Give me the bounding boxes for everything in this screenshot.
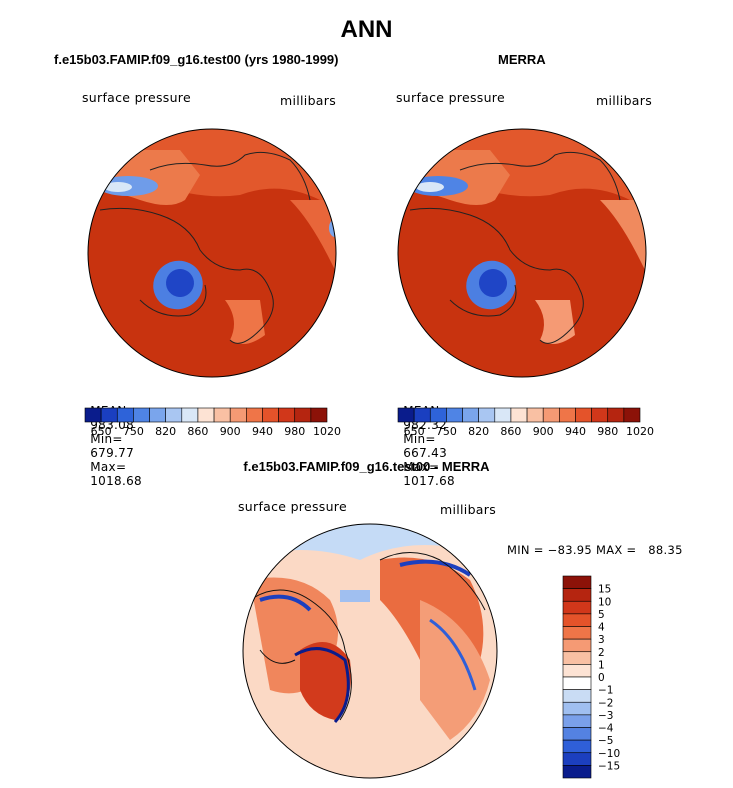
diff-colorbar-tick-label: −5 [598,735,613,747]
panel-2-colorbar-tick-label: 650 [404,425,425,438]
main-title: ANN [340,16,393,43]
panel-2-greenland-inner [479,269,507,297]
diff-colorbar-swatch [562,588,592,602]
panel-2-blue-b [416,182,444,192]
panel-1-colorbar-tick-label: 750 [123,425,144,438]
panel-2-colorbar-tick-label: 750 [436,425,457,438]
diff-colorbar-tick-label: 3 [598,634,605,646]
diff-colorbar-tick-label: −2 [598,697,613,709]
diff-colorbar-swatch [562,600,592,615]
panel-2-min-label: Min= [403,432,436,446]
panel-1-max-value: 1018.68 [90,474,142,488]
diff-colorbar-tick-label: 10 [598,596,611,608]
panel-1-min-label: Min= [90,432,123,446]
diff-colorbar-swatch [562,613,592,627]
diff-map-border [242,523,498,779]
panel-2-colorbar-tick-label: 860 [500,425,521,438]
diff-variable: surface pressure [238,499,347,514]
diff-blue-streak-3 [294,647,350,724]
panel-1-min-value: 679.77 [90,446,135,460]
diff-colorbar-swatch [562,664,592,678]
panel-1-colorbar-tick-label: 1020 [313,425,341,438]
panel-2-max-label: Max= [403,460,440,474]
panel-2-variable: surface pressure [396,90,505,105]
panel-2-min-value: 667.43 [403,446,448,460]
diff-colorbar-swatch [562,714,592,728]
diff-blue-patch [340,590,370,602]
panel-2-colorbar: 650 750 820 860 900 940 980 1020 [397,407,654,438]
panel-2-colorbar-tick-label: 980 [597,425,618,438]
diff-blue-streak-4 [429,618,477,691]
diff-colorbar-tick-label: −4 [598,723,614,735]
diff-colorbar-swatch [562,626,592,640]
panel-1-title: f.e15b03.FAMIP.f09_g16.test00 (yrs 1980-… [54,52,339,67]
panel-1-colorbar-tick-label: 650 [91,425,112,438]
diff-colorbar-tick-label: −1 [598,685,613,697]
diff-units: millibars [440,502,497,517]
panel-2-land-bottom [535,300,575,344]
panel-2-max-value: 1017.68 [403,474,455,488]
diff-colorbar-swatch [562,765,592,779]
diff-blue-streak-1 [259,594,312,612]
diff-blue-streak-2 [399,559,472,577]
diff-colorbar-tick-label: 15 [598,584,611,596]
panel-1-colorbar-tick-label: 860 [187,425,208,438]
panel-1-colorbar-tick-label: 980 [284,425,305,438]
diff-land-east [420,600,490,740]
panel-2-title: MERRA [498,52,546,67]
diff-colorbar-swatch [562,676,592,690]
diff-colorbar-swatch [562,651,592,665]
diff-title: f.e15b03.FAMIP.f09_g16.test00 - MERRA [243,459,490,474]
diff-colorbar-tick-label: −3 [598,710,613,722]
diff-colorbar-tick-label: 0 [598,672,605,684]
diff-coastline [249,552,486,721]
panel-1-colorbar-tick-label: 940 [252,425,273,438]
diff-colorbar-swatch [562,575,592,589]
panel-1-map-border [87,128,337,378]
panel-2-colorbar-swatch [623,407,641,423]
diff-colorbar-tick-label: −10 [598,748,620,760]
panel-2-colorbar-tick-label: 900 [533,425,554,438]
panel-2-colorbar-tick-label: 1020 [626,425,654,438]
diff-colorbar-swatch [562,727,592,741]
panel-1-colorbar-tick-label: 820 [155,425,176,438]
diff-colorbar-swatch [562,689,592,703]
diff-colorbar-tick-label: 2 [598,647,605,659]
diff-colorbar-tick-label: −15 [598,760,620,772]
diff-colorbar-tick-label: 1 [598,659,605,671]
panel-2-map-border [397,128,647,378]
panel-1-max-label: Max= [90,460,127,474]
diff-colorbar-tick-label: 5 [598,609,605,621]
panel-1-variable: surface pressure [82,90,191,105]
panel-1-colorbar-swatch [310,407,328,423]
panel-2-coastline [409,151,621,344]
panel-1-units: millibars [280,93,337,108]
diff-greenland [300,642,351,720]
diff-colorbar-swatch [562,739,592,754]
diff-colorbar-swatch [562,701,592,716]
panel-1-blue-b [104,182,132,192]
diff-band-north [243,524,497,560]
diff-colorbar-swatch [562,638,592,653]
diff-colorbar-swatch [562,752,592,766]
diff-minmax: MIN = −83.95 MAX = 88.35 [507,543,683,557]
panel-2-units: millibars [596,93,653,108]
panel-2-colorbar-tick-label: 940 [565,425,586,438]
panel-1-greenland-inner [166,269,194,297]
panel-1-colorbar: 650 750 820 860 900 940 980 1020 [84,407,341,438]
diff-colorbar-tick-label: 4 [598,622,605,634]
panel-1-colorbar-tick-label: 900 [220,425,241,438]
panel-1-land-bottom [225,300,265,344]
panel-2-colorbar-tick-label: 820 [468,425,489,438]
panel-1-coastline [99,151,311,344]
